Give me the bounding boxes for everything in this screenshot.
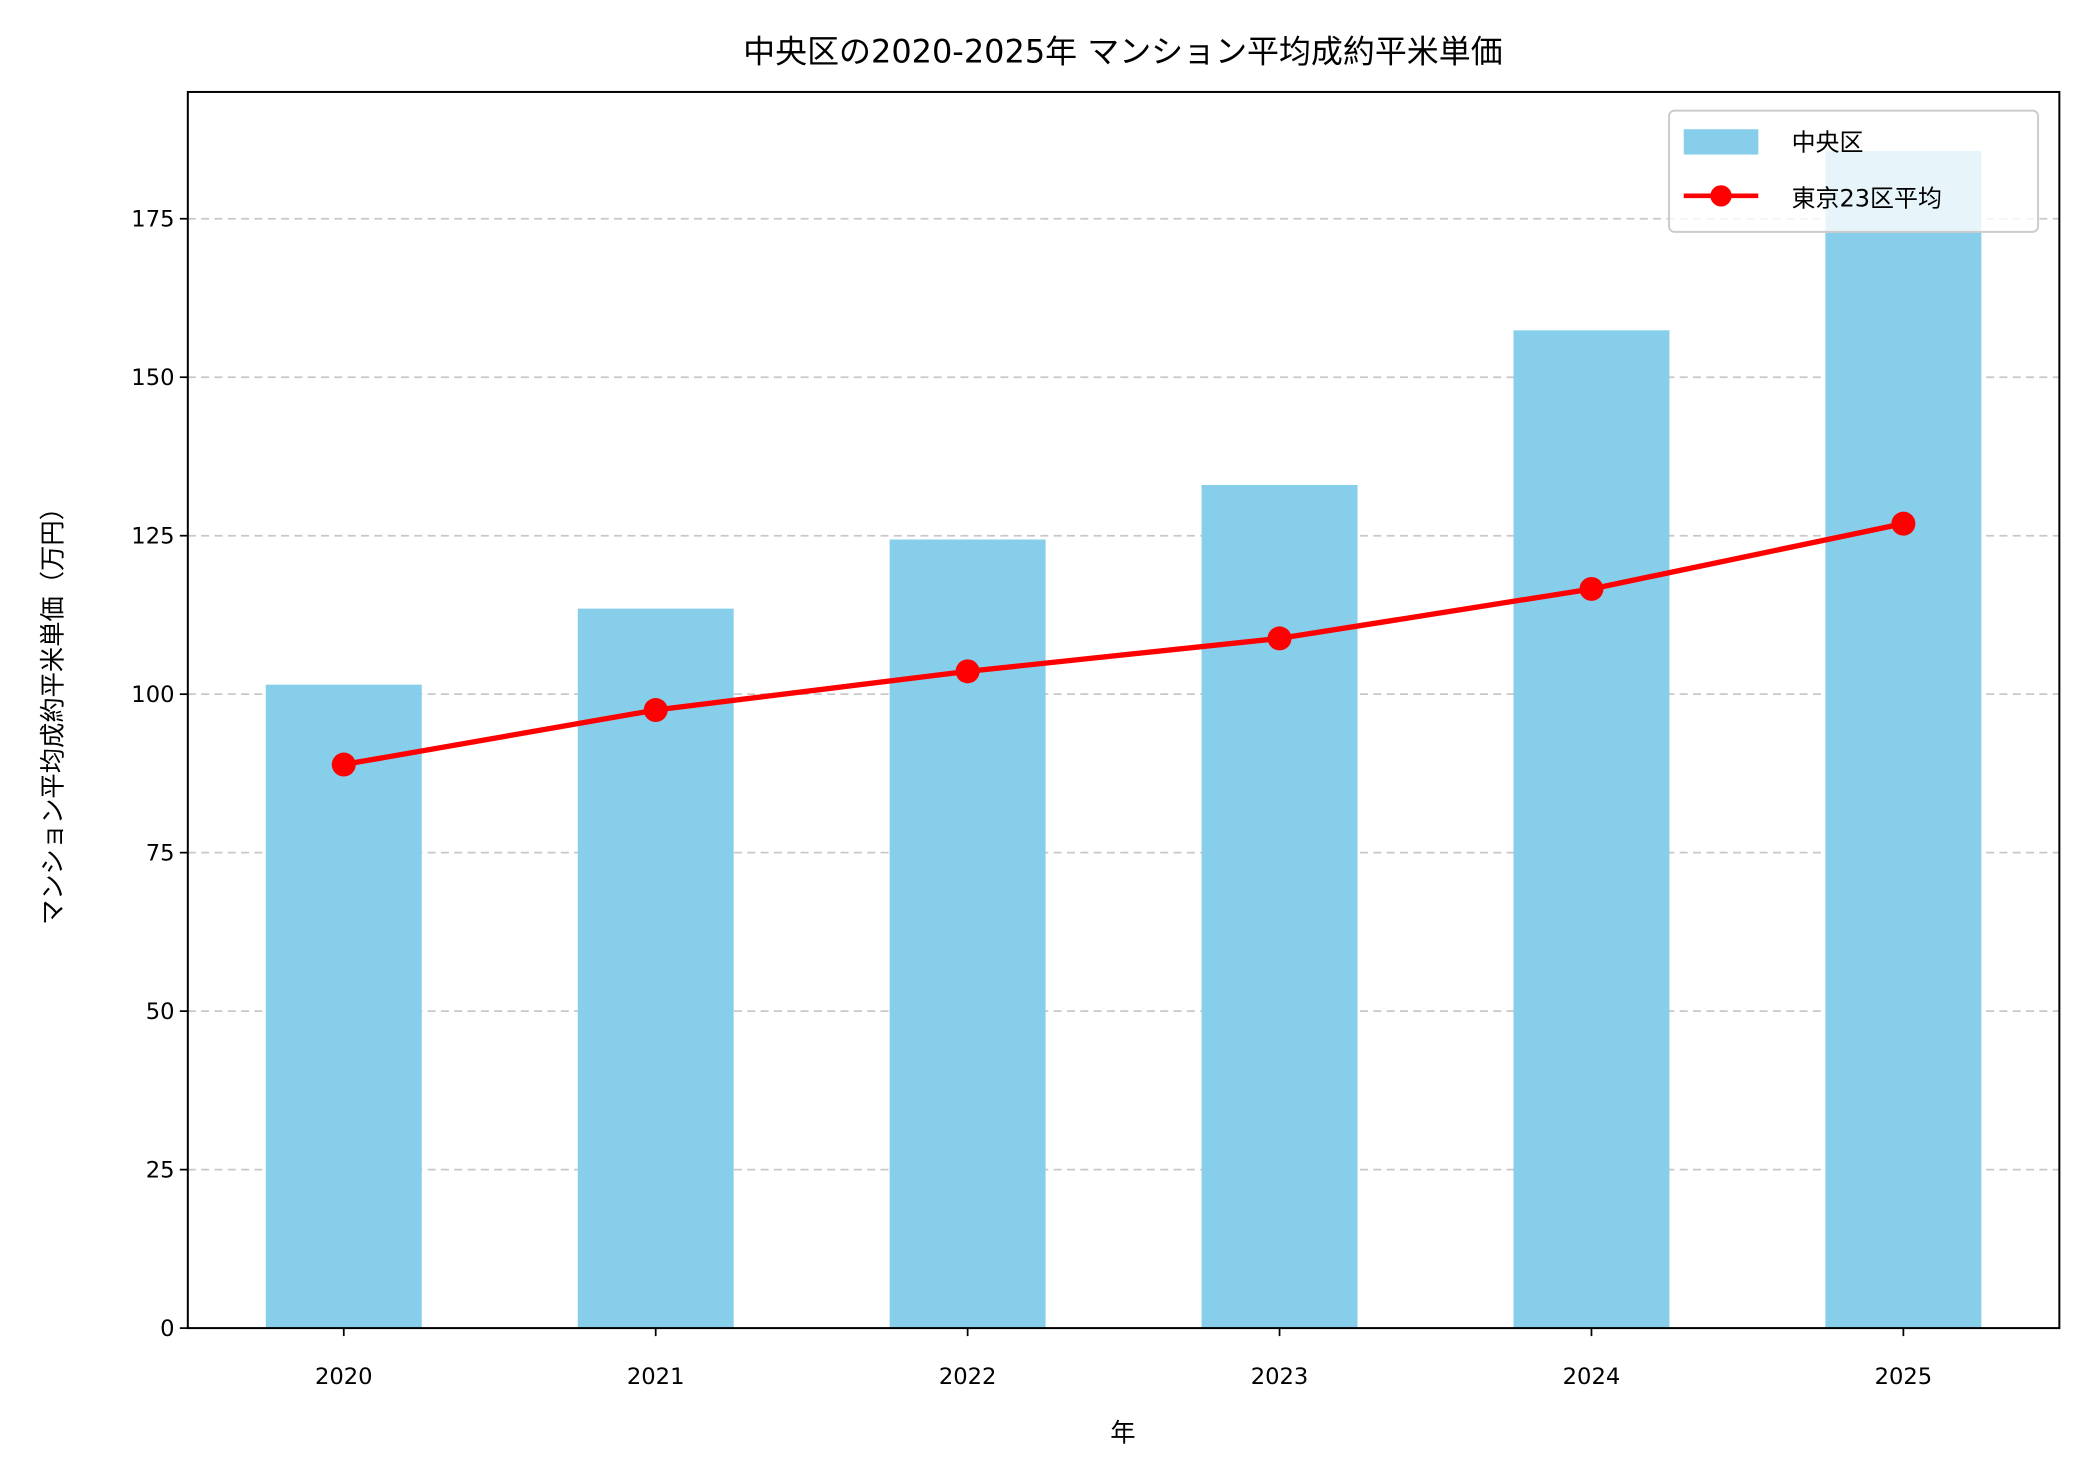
legend-box [1668,109,2040,233]
x-tick-label: 2024 [1563,1364,1621,1390]
y-tick-label: 100 [131,682,174,708]
plot-frame [186,90,2061,1330]
x-tick-label: 2020 [315,1364,373,1390]
legend-label-line: 東京23区平均 [1792,185,1942,213]
x-axis-label: 年 [1110,1418,1135,1447]
line-point-2024 [1579,576,1604,601]
y-tick-label: 125 [131,524,174,550]
bar-2024 [1513,330,1670,1329]
legend: 中央区 東京23区平均 [1668,109,2040,233]
x-tick-label: 2023 [1251,1364,1309,1390]
bar-2025 [1825,150,1982,1329]
chart-title: 中央区の2020-2025年 マンション平均成約平米単価 [743,33,1502,71]
line-path [343,521,1904,768]
y-tick-label: 25 [146,1158,175,1184]
y-axis-label: マンション平均成約平米単価（万円） [38,495,67,925]
x-tick-label: 2025 [1875,1364,1933,1390]
y-tick-label: 75 [146,841,175,867]
line-point-2022 [955,659,980,684]
x-tick-label: 2021 [627,1364,685,1390]
y-axis: 0 25 50 75 100 125 150 175 [131,207,188,1342]
legend-marker [1710,185,1732,207]
bar-2022 [889,539,1046,1329]
bar-series [265,150,1982,1329]
line-point-2020 [331,752,356,777]
bar-2020 [265,684,422,1329]
line-point-2021 [643,698,668,723]
line-series [331,511,1916,777]
y-tick-label: 0 [160,1316,174,1342]
bar-2021 [577,608,734,1329]
line-point-2025 [1891,511,1916,536]
x-axis: 2020 2021 2022 2023 2024 2025 [315,1328,1932,1390]
legend-label-bar: 中央区 [1792,129,1864,157]
bar-2023 [1201,484,1358,1329]
legend-swatch-bar [1683,129,1759,155]
y-tick-label: 175 [131,207,174,233]
line-point-2023 [1267,626,1292,651]
y-tick-label: 150 [131,365,174,391]
y-tick-label: 50 [146,999,175,1025]
x-tick-label: 2022 [939,1364,997,1390]
